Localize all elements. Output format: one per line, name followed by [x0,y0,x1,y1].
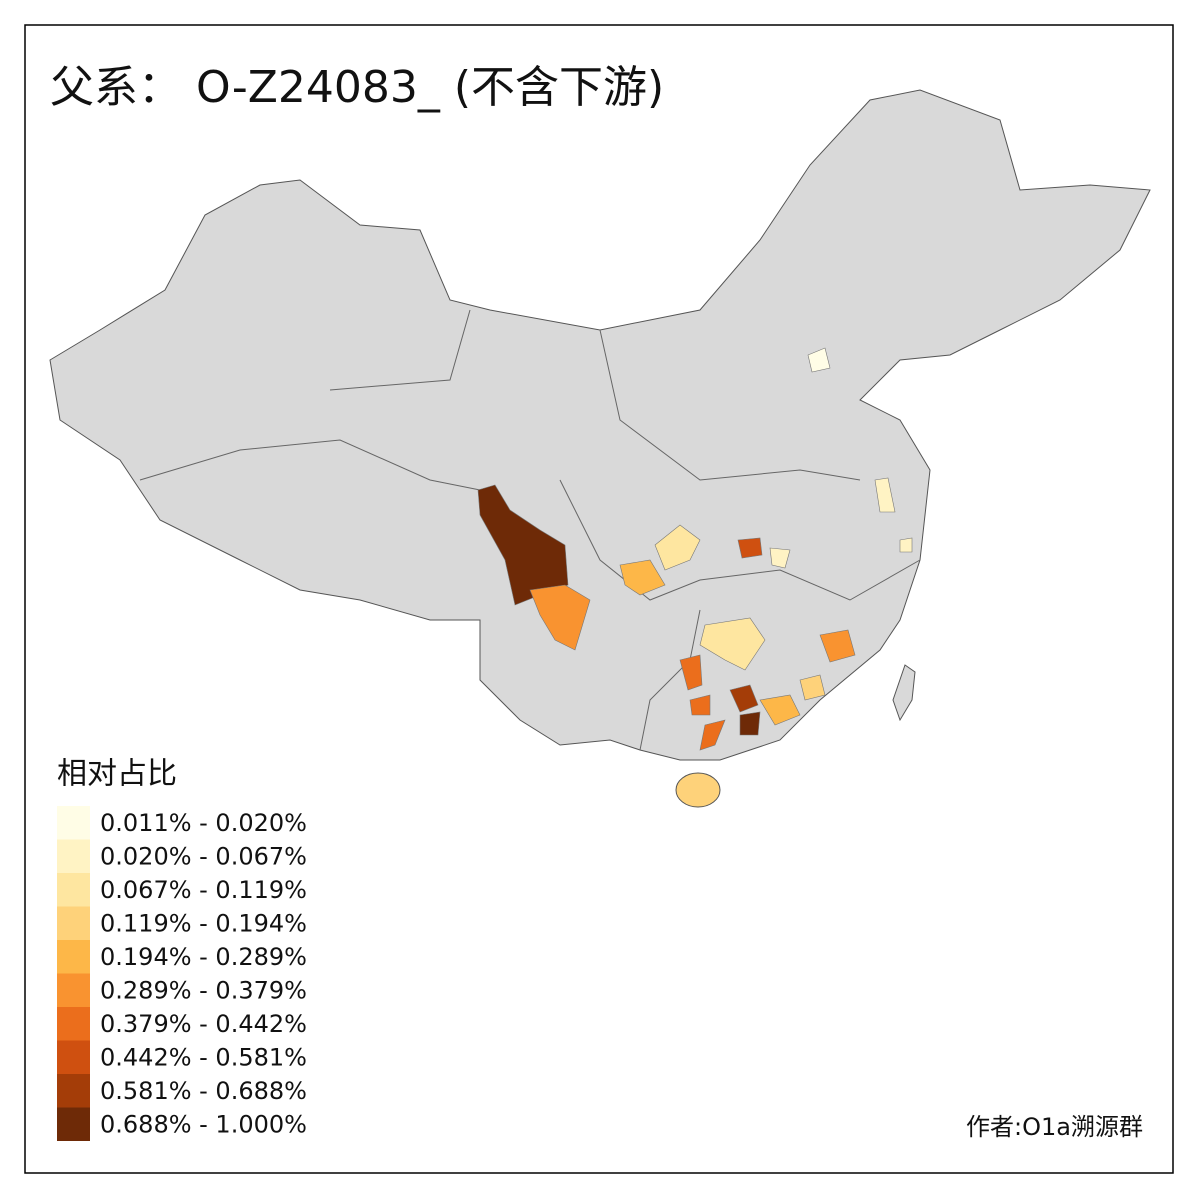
legend-title: 相对占比 [57,757,177,792]
province-border [559,479,921,601]
region-shape [699,617,766,671]
legend-swatch [57,1107,90,1141]
taiwan [892,664,916,722]
region-shape [819,629,856,663]
legend-label: 0.119% - 0.194% [100,910,307,938]
region-shape [619,559,666,596]
region-shape [529,584,591,651]
legend-swatch [57,839,90,873]
legend-swatch [57,1074,90,1108]
legend-label: 0.289% - 0.379% [100,977,307,1005]
legend-swatch [57,973,90,1007]
region-shape [654,524,701,571]
province-border [139,439,481,491]
region-shape [699,719,726,751]
country-shape [49,89,1151,761]
region-shape [899,537,913,553]
china-map [49,89,1151,808]
legend-swatch [57,806,90,840]
credit: 作者:O1a溯源群 [966,1113,1143,1141]
region-shape [799,674,826,701]
region-shape [729,684,759,713]
legend-label: 0.067% - 0.119% [100,876,307,904]
region-shape [769,547,791,569]
map-title: 父系： O-Z24083_ (不含下游) [50,62,664,113]
region-shape [874,477,896,513]
legend-swatch [57,940,90,974]
legend-swatch [57,1007,90,1041]
legend-swatch [57,873,90,907]
region-shape [477,484,569,606]
province-border [329,309,471,391]
legend-label: 0.194% - 0.289% [100,943,307,971]
legend: 0.011% - 0.020% 0.020% - 0.067% 0.067% - 0… [57,806,307,1141]
region-shape [739,711,761,736]
province-border [599,329,861,481]
region-shape [759,694,801,726]
hainan [675,772,721,808]
legend-swatch [57,906,90,940]
region-shape [737,537,763,559]
legend-label: 0.442% - 0.581% [100,1044,307,1072]
province-border [639,609,701,751]
legend-swatch [57,1040,90,1074]
legend-label: 0.379% - 0.442% [100,1010,307,1038]
legend-label: 0.011% - 0.020% [100,809,307,837]
legend-label: 0.020% - 0.067% [100,843,307,871]
region-shape [679,654,703,691]
region-shape [807,347,831,373]
legend-label: 0.688% - 1.000% [100,1111,307,1139]
legend-label: 0.581% - 0.688% [100,1077,307,1105]
region-shape [689,694,711,716]
